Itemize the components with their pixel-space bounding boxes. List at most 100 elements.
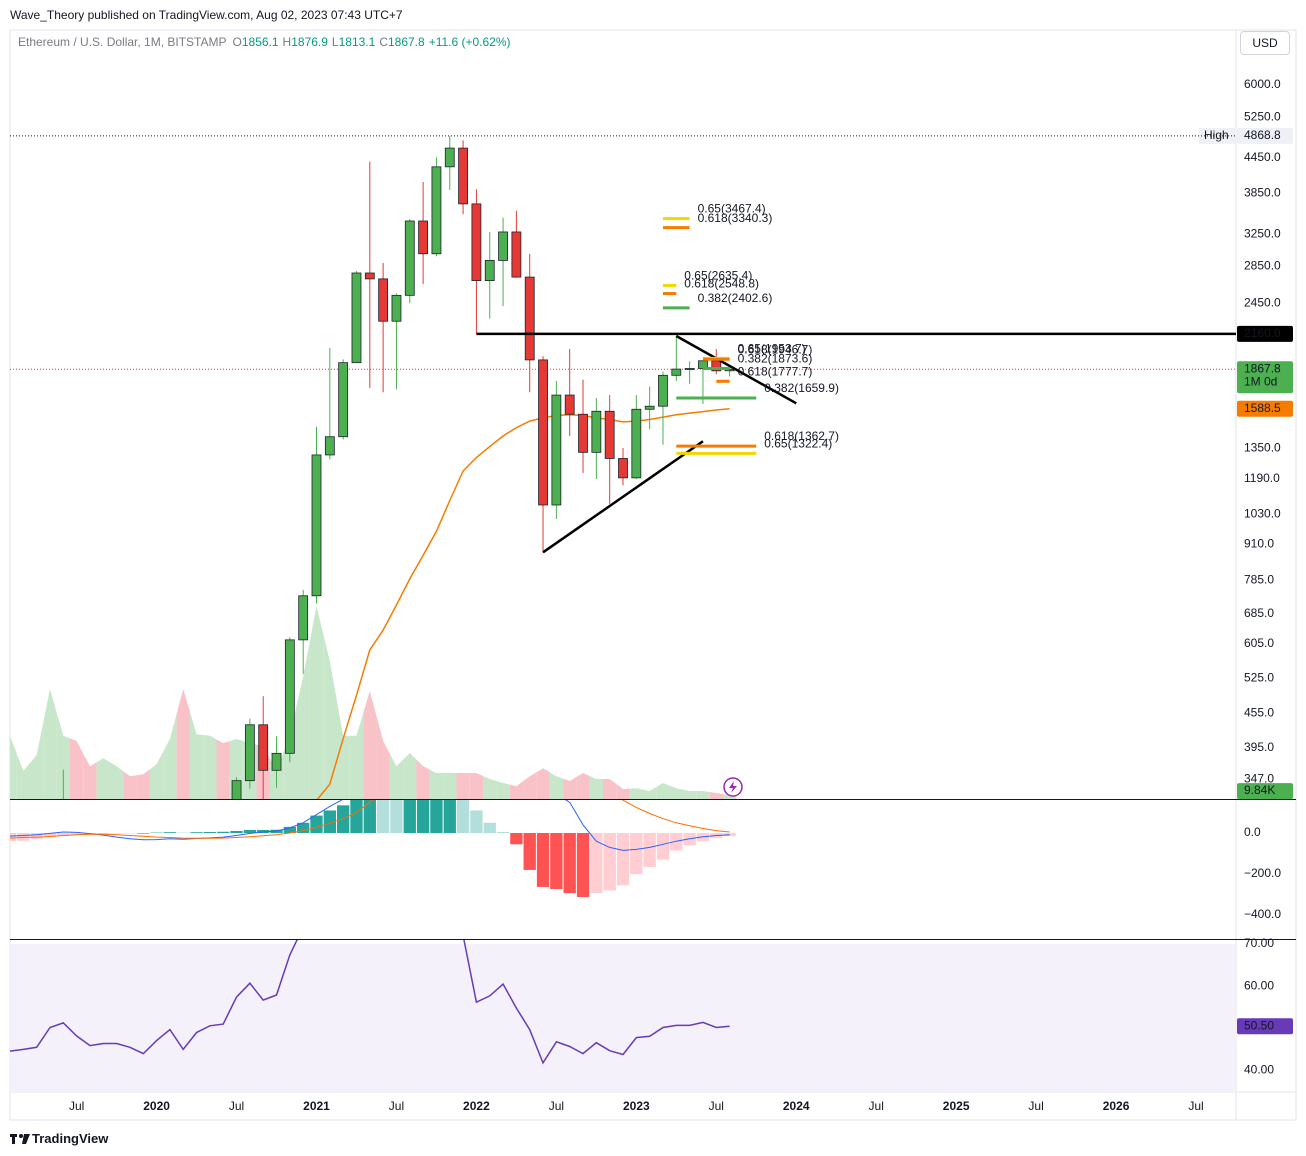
rsi-tick-label: 40.00 (1244, 1063, 1274, 1077)
candle-body (219, 878, 228, 884)
x-tick-label: 2026 (1103, 1099, 1130, 1113)
candle-body (404, 220, 415, 296)
candle-body (298, 595, 309, 641)
macd-histogram-bar (297, 822, 310, 834)
volume-area (309, 606, 324, 799)
macd-histogram-bar (483, 822, 496, 834)
macd-histogram-bar (43, 833, 57, 838)
chart-frame (9, 29, 1297, 1121)
volume-area (389, 753, 404, 799)
x-tick-label: Jul (709, 1099, 724, 1113)
candle-body (631, 408, 642, 479)
macd-histogram-bar (30, 833, 43, 840)
volume-area (669, 785, 683, 799)
fib-label: 0.65(2635.4) (684, 269, 752, 283)
footer-brand: TradingView (32, 1131, 109, 1146)
volume-value: 9.84K (1244, 783, 1275, 797)
volume-area (483, 776, 497, 799)
volume-area (176, 689, 190, 799)
moving-average (316, 407, 730, 799)
y-tick-label: 455.0 (1244, 705, 1274, 719)
volume-area (189, 711, 204, 799)
x-tick-label: 2025 (943, 1099, 970, 1113)
candle-body (391, 294, 402, 322)
candle-body (85, 892, 94, 950)
y-tick-label: 685.0 (1244, 606, 1274, 620)
candle-body (538, 359, 548, 506)
ohlc-value: 1856.1 (241, 35, 279, 49)
axis-layer: 6000.0 5250.0 4450.0 3850.0 3250.0 2850.0 2450… (69, 77, 1293, 1113)
volume-area (56, 712, 70, 799)
candle-body (271, 752, 282, 771)
volume-area (336, 698, 350, 799)
ohlc-key: H (282, 35, 292, 49)
macd-tick-label: −200.0 (1244, 866, 1281, 880)
volume-area (576, 773, 590, 799)
price-pane: 0.65(3467.4)0.618(3340.3)0.65(2635.4)0.6… (10, 135, 1236, 950)
candle-body (671, 368, 682, 376)
fib-label: 0.65(3467.4) (698, 202, 766, 216)
fib-label: 0.382(2402.6) (698, 291, 773, 305)
macd-histogram-bar (630, 833, 643, 875)
x-tick-label: Jul (1188, 1099, 1203, 1113)
ohlc-key: L (331, 35, 339, 49)
fib-label: 0.618(1777.7) (738, 364, 813, 378)
symbol-title: Ethereum / U.S. Dollar, 1M, BITSTAMP (18, 35, 227, 49)
candle-body (244, 724, 255, 782)
macd-histogram-bar (310, 815, 323, 834)
legend: Ethereum / U.S. Dollar, 1M, BITSTAMP O185… (18, 35, 515, 49)
volume-area (429, 769, 444, 799)
candle-body (284, 639, 295, 754)
change: +11.6 (+0.62%) (428, 35, 511, 49)
rsi-value-box (1237, 1018, 1293, 1035)
macd-histogram-bar (443, 800, 456, 834)
volume-area (509, 781, 524, 799)
macd-histogram-bar (603, 833, 616, 891)
macd-histogram-bar (723, 833, 736, 837)
rsi-line (10, 940, 730, 1065)
candle-body (711, 360, 722, 372)
macd-histogram-bar (670, 833, 683, 851)
x-tick-label: 2023 (623, 1099, 650, 1113)
ma-value-box (1237, 400, 1293, 417)
volume-area (642, 787, 657, 799)
high-tag: High (1204, 128, 1229, 142)
y-tick-label: 1190.0 (1244, 471, 1280, 485)
high-value-box (1237, 127, 1293, 144)
volume-area (216, 739, 230, 799)
y-tick-label: 4450.0 (1244, 150, 1281, 164)
candle-body (578, 413, 588, 453)
volume-area (163, 714, 177, 799)
y-tick-label: 3850.0 (1244, 185, 1281, 199)
volume-area (549, 772, 564, 799)
candle-body (618, 458, 628, 479)
candle-body (524, 276, 535, 361)
volume-area (109, 762, 124, 799)
candle-body (165, 892, 174, 939)
ohlc-value: 1813.1 (338, 35, 376, 49)
volume-area (709, 792, 723, 799)
x-tick-label: 2020 (143, 1099, 170, 1113)
macd-histogram-bar (510, 833, 523, 845)
fib-label: 0.618(2548.8) (684, 277, 759, 291)
volume-area (69, 738, 84, 799)
volume-area (603, 779, 617, 799)
fib-label: 0.618(1946.7) (738, 342, 813, 356)
candle-body (112, 936, 121, 939)
y-tick-label: 6000.0 (1244, 77, 1281, 91)
macd-histogram-bar (656, 833, 670, 860)
macd-histogram-bar (17, 833, 30, 841)
candle-body (484, 260, 495, 281)
x-tick-label: Jul (1028, 1099, 1043, 1113)
volume-area (589, 776, 604, 799)
rsi-band (10, 944, 1236, 1092)
volume-area (563, 777, 577, 799)
currency-button[interactable]: USD (1240, 31, 1290, 55)
volume-area (323, 633, 337, 799)
fib-label: 0.618(1362.7) (764, 429, 839, 443)
volume-area (682, 789, 697, 799)
volume-area (469, 773, 484, 799)
macd-histogram-bar (363, 800, 376, 834)
macd-histogram-bar (643, 833, 656, 867)
volume-area (16, 753, 30, 799)
